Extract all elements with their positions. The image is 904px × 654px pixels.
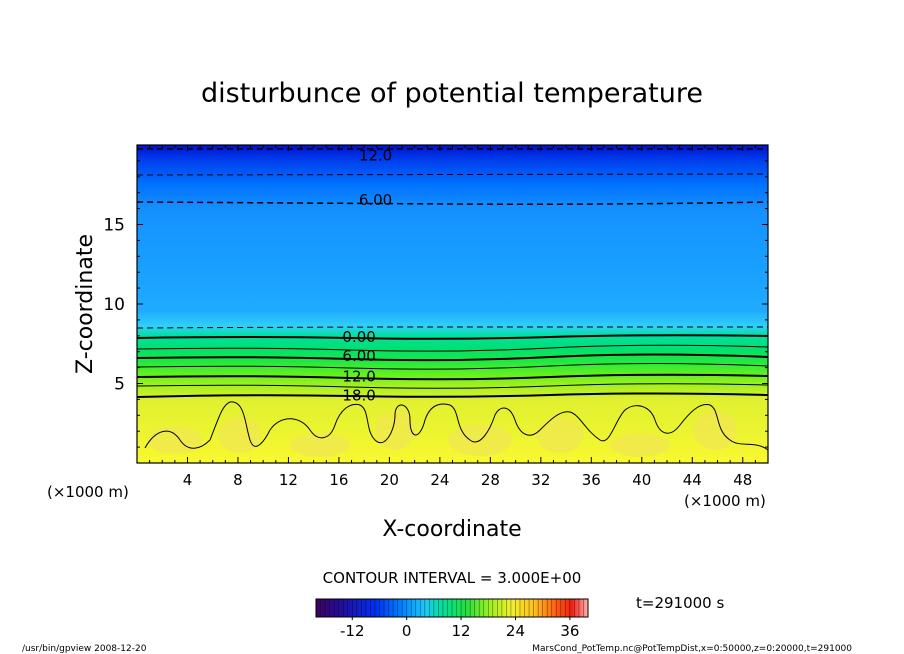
colorbar-tick-label: 0 (402, 622, 412, 640)
colorbar-tick-label: -12 (340, 622, 365, 640)
contour-0 (137, 334, 768, 340)
contour-6 (137, 353, 768, 362)
x-tick-label: 36 (582, 471, 601, 489)
contour-label: 18.0 (342, 387, 375, 405)
dashed-contours (137, 148, 768, 329)
footer-right: MarsCond_PotTemp.nc@PotTempDist,x=0:5000… (532, 644, 852, 654)
z-unit-label: (×1000 m) (47, 483, 129, 501)
contour-neg-3 (137, 326, 768, 329)
x-tick-label: 12 (279, 471, 298, 489)
contour-21-surface (144, 401, 768, 451)
contour-9 (137, 363, 768, 370)
contour-15 (137, 383, 768, 389)
contour-label: 12.0 (342, 368, 375, 386)
x-tick-label: 48 (733, 471, 752, 489)
x-axis-label: X-coordinate (382, 517, 521, 542)
y-tick-label: 5 (114, 375, 125, 395)
colorbar-stripes (320, 599, 584, 617)
x-tick-label: 8 (233, 471, 243, 489)
footer-left: /usr/bin/gpview 2008-12-20 (22, 644, 147, 654)
contour-18 (137, 392, 768, 398)
x-tick-label: 16 (329, 471, 348, 489)
x-tick-label: 28 (481, 471, 500, 489)
x-tick-label: 32 (531, 471, 550, 489)
colorbar-tick-label: 12 (452, 622, 471, 640)
contour-label: 0.00 (342, 328, 375, 346)
colorbar: -12 0 12 24 36 (315, 598, 589, 640)
x-tick-label: 24 (430, 471, 449, 489)
x-tick-label: 20 (380, 471, 399, 489)
contour-label: 6.00 (359, 191, 392, 209)
colorbar-ticks: -12 0 12 24 36 (340, 617, 579, 640)
contour-neg-9 (137, 173, 768, 176)
solid-contours (137, 334, 768, 451)
contour-12 (137, 373, 768, 381)
contour-3 (137, 344, 768, 352)
y-axis-ticks: 5 10 15 (103, 160, 768, 448)
contour-label: 12.0 (359, 147, 392, 165)
time-label: t=291000 s (636, 594, 724, 612)
x-tick-label: 44 (683, 471, 702, 489)
plot-area (137, 145, 768, 463)
x-tick-label: 4 (183, 471, 193, 489)
contour-label: 6.00 (342, 347, 375, 365)
y-axis-label: Z-coordinate (73, 234, 98, 374)
colorbar-tick-label: 24 (506, 622, 525, 640)
x-tick-label: 40 (632, 471, 651, 489)
x-unit-label: (×1000 m) (684, 492, 766, 510)
contour-neg-6 (137, 201, 768, 205)
surface-blobs (147, 410, 737, 457)
chart-title: disturbunce of potential temperature (201, 78, 703, 109)
colorbar-tick-label: 36 (560, 622, 579, 640)
field-shading (137, 145, 768, 463)
x-axis-ticks: 4 8 12 16 20 24 28 32 36 40 44 48 (149, 145, 756, 489)
contour-interval: CONTOUR INTERVAL = 3.000E+00 (323, 569, 582, 587)
y-tick-label: 10 (103, 295, 125, 315)
y-tick-label: 15 (103, 216, 125, 236)
